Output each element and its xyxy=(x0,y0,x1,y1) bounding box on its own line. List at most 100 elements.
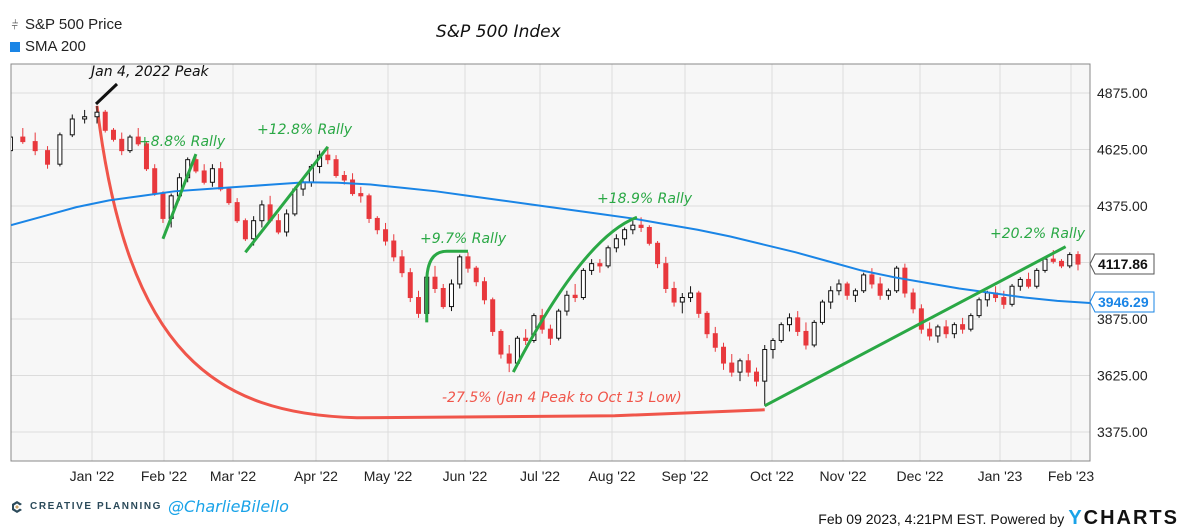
candle-body xyxy=(811,321,817,346)
candle-up xyxy=(861,272,867,294)
y-tick-label: 3875.00 xyxy=(1097,311,1148,327)
candle-body xyxy=(869,274,875,285)
candle-body xyxy=(704,312,710,335)
candle-body xyxy=(440,287,446,308)
candle-down xyxy=(490,297,496,336)
candle-down xyxy=(152,164,158,196)
candle-body xyxy=(45,150,51,165)
candle-body xyxy=(696,292,702,314)
candle-body xyxy=(284,213,290,233)
candle-body xyxy=(786,317,792,326)
candle-down xyxy=(960,317,966,334)
candle-down xyxy=(663,256,669,294)
value-tag-text: 4117.86 xyxy=(1098,256,1148,272)
candle-body xyxy=(119,138,125,152)
candle-body xyxy=(943,326,949,335)
candle-up xyxy=(836,279,842,296)
candle-body xyxy=(383,229,389,242)
candle-body xyxy=(465,256,471,269)
candle-down xyxy=(572,283,578,303)
candle-body xyxy=(110,129,116,140)
candle-up xyxy=(69,114,75,138)
candle-body xyxy=(877,283,883,296)
candle-down xyxy=(902,263,908,298)
candle-up xyxy=(819,299,825,325)
candle-down xyxy=(597,259,603,273)
x-tick-label: Jul '22 xyxy=(520,468,560,484)
candle-body xyxy=(135,136,141,145)
powered-by: Powered by xyxy=(990,511,1065,527)
candle-body xyxy=(968,315,974,330)
candle-down xyxy=(193,155,199,174)
x-tick-label: Nov '22 xyxy=(819,468,866,484)
candle-body xyxy=(350,179,356,195)
candle-down xyxy=(729,354,735,377)
candle-down xyxy=(1026,272,1032,289)
candle-down xyxy=(20,128,26,144)
candle-up xyxy=(448,279,454,312)
candle-up xyxy=(778,322,784,343)
candle-body xyxy=(745,360,751,373)
footer-brand: CREATIVE PLANNING @CharlieBilello xyxy=(10,497,289,516)
candle-body xyxy=(671,287,677,303)
candle-body xyxy=(910,292,916,310)
x-tick-label: Mar '22 xyxy=(210,468,256,484)
candle-body xyxy=(498,330,504,355)
candle-down xyxy=(242,218,248,242)
legend-item-sma[interactable]: SMA 200 xyxy=(10,36,122,58)
candle-down xyxy=(32,132,38,156)
candle-down xyxy=(333,155,339,178)
candle-up xyxy=(852,288,858,303)
candle-body xyxy=(960,324,966,330)
candle-body xyxy=(589,263,595,271)
y-tick-label: 4375.00 xyxy=(1097,198,1148,214)
candle-up xyxy=(457,254,463,289)
candle-down xyxy=(943,320,949,339)
rally-line xyxy=(764,245,1067,408)
candle-down xyxy=(374,216,380,235)
twitter-handle[interactable]: @CharlieBilello xyxy=(168,497,289,516)
candle-body xyxy=(506,353,512,364)
legend-item-price[interactable]: ⫩ S&P 500 Price xyxy=(10,14,123,36)
candle-down xyxy=(671,281,677,307)
candle-body xyxy=(927,328,933,337)
candle-down xyxy=(910,288,916,314)
candle-body xyxy=(341,174,347,181)
candle-body xyxy=(646,226,652,244)
candlestick-icon: ⫩ xyxy=(11,18,19,32)
annotation-label: Jan 4, 2022 Peak xyxy=(88,64,210,80)
candle-up xyxy=(589,259,595,275)
plot-frame xyxy=(10,63,1091,462)
candle-body xyxy=(861,274,867,292)
candle-up xyxy=(737,358,743,382)
candle-body xyxy=(844,283,850,296)
candle-up xyxy=(127,134,133,153)
candle-body xyxy=(770,339,776,351)
candle-down xyxy=(506,344,512,373)
annotation-label: +20.2% Rally xyxy=(990,226,1086,242)
candle-body xyxy=(613,238,619,249)
candle-body xyxy=(391,240,397,258)
annotation-label: +9.7% Rally xyxy=(420,231,507,247)
candle-body xyxy=(795,317,801,332)
candle-body xyxy=(1001,297,1007,305)
candle-up xyxy=(613,234,619,253)
candle-down xyxy=(927,322,933,341)
candle-down xyxy=(383,222,389,246)
candle-body xyxy=(721,346,727,364)
ycharts-logo[interactable]: YCHARTS xyxy=(1068,507,1179,529)
candle-down xyxy=(325,146,331,165)
candle-down xyxy=(844,281,850,300)
candle-up xyxy=(11,136,13,152)
peak-arrow xyxy=(94,82,119,106)
candle-body xyxy=(325,154,331,161)
candle-down xyxy=(226,186,232,205)
candle-body xyxy=(432,276,438,289)
candle-body xyxy=(679,297,685,303)
footer-credit: Feb 09 2023, 4:21PM EST. Powered by YCHA… xyxy=(818,507,1179,530)
candle-body xyxy=(226,188,232,204)
candle-down xyxy=(358,186,364,203)
candle-down xyxy=(399,250,405,278)
candle-up xyxy=(770,338,776,359)
candle-up xyxy=(1034,268,1040,289)
